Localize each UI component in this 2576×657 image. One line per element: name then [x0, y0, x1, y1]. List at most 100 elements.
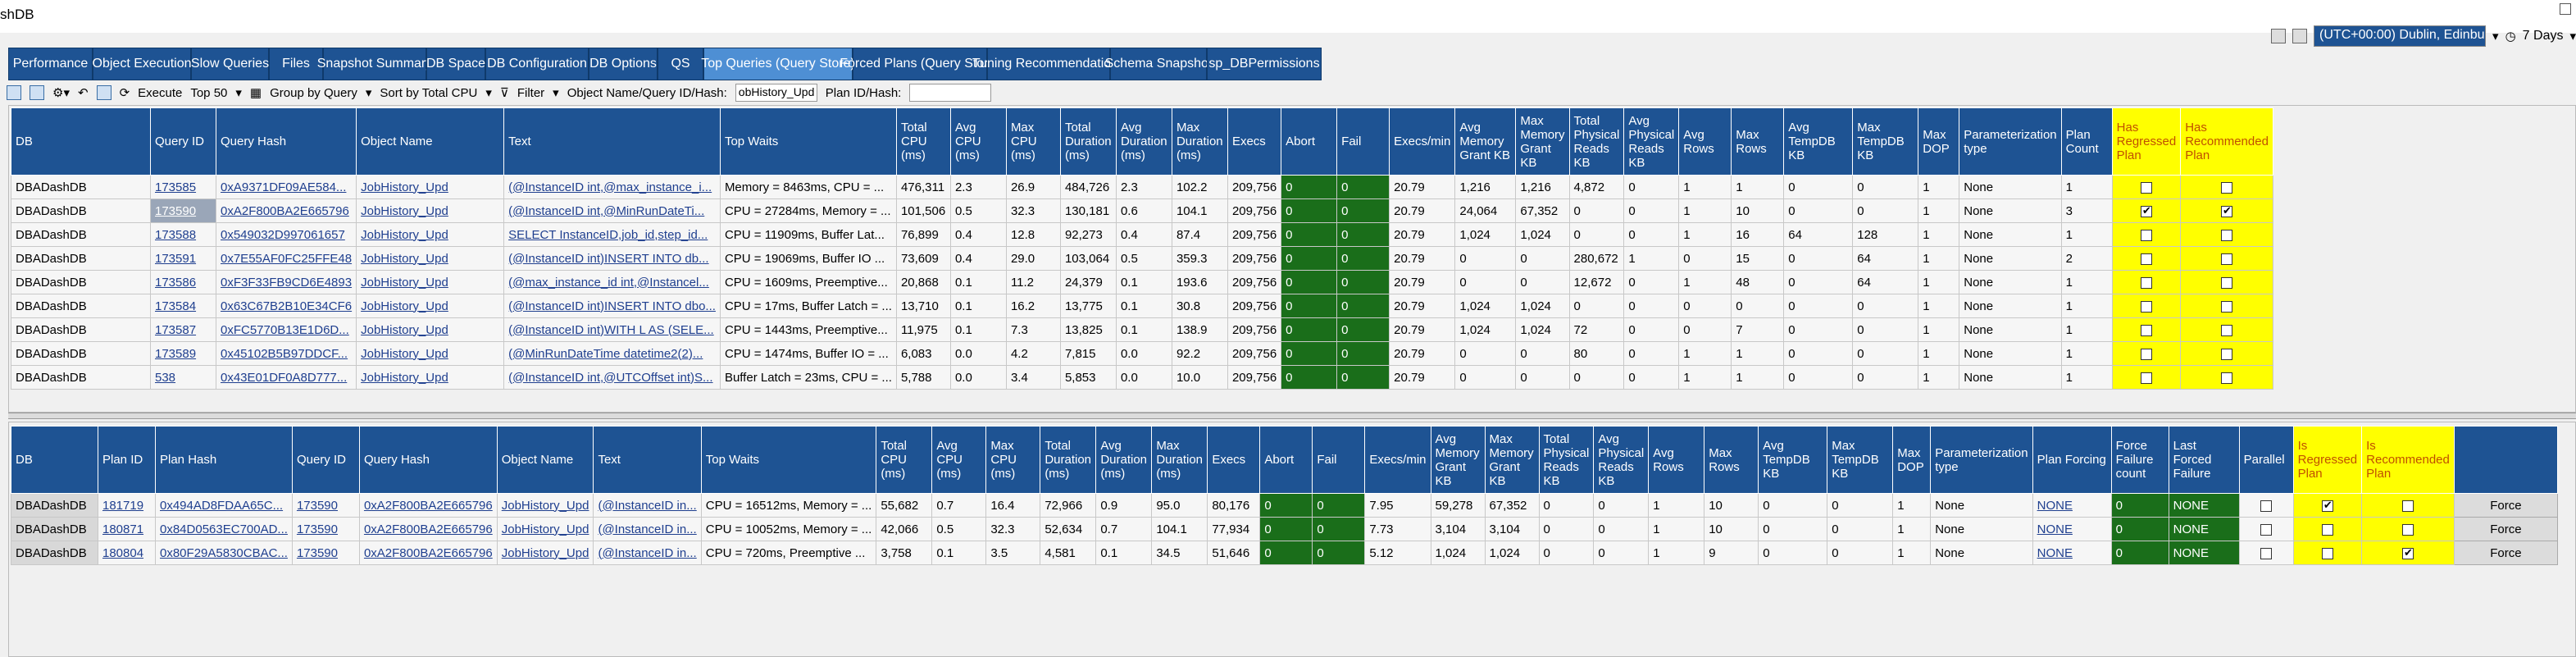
col-header-last-forced-failure[interactable]: Last Forced Failure: [2168, 426, 2240, 494]
window-icon[interactable]: [2271, 29, 2287, 43]
has-regressed-plan-checkbox[interactable]: [2111, 317, 2182, 342]
cell-object-name[interactable]: JobHistory_Upd: [356, 246, 505, 271]
cell-plan-forcing[interactable]: NONE: [2032, 517, 2112, 541]
cell-query-hash[interactable]: 0x45102B5B97DDCF...: [215, 341, 357, 366]
chevron-down-icon[interactable]: ▾: [553, 86, 559, 100]
col-header-abort[interactable]: Abort: [1281, 107, 1338, 176]
table-row[interactable]: DBADashDB 180804 0x80F29A5830CBAC... 173590…: [11, 541, 2558, 565]
cell-object-name[interactable]: JobHistory_Upd: [356, 198, 505, 223]
cell-plan-hash[interactable]: 0x84D0563EC700AD...: [155, 517, 293, 541]
has-recommended-plan-checkbox[interactable]: [2180, 246, 2273, 271]
col-header-plan-hash[interactable]: Plan Hash: [155, 426, 293, 494]
col-header-has-regressed-plan[interactable]: Has Regressed Plan: [2111, 107, 2182, 176]
col-header-action[interactable]: [2453, 426, 2558, 494]
cell-plan-forcing[interactable]: NONE: [2032, 541, 2112, 565]
col-header-max-rows[interactable]: Max Rows: [1704, 426, 1759, 494]
tab-files[interactable]: Files: [269, 48, 323, 80]
columns-icon[interactable]: [96, 85, 112, 100]
object-filter-input[interactable]: obHistory_Upd: [735, 84, 817, 102]
cell-text[interactable]: (@InstanceID int,@MinRunDateTi...: [503, 198, 721, 223]
is-regressed-plan-checkbox[interactable]: [2292, 517, 2363, 541]
cell-query-hash[interactable]: 0x63C67B2B10E34CF6: [215, 294, 357, 318]
cell-plan-hash[interactable]: 0x80F29A5830CBAC...: [155, 541, 293, 565]
checkbox[interactable]: [2321, 499, 2333, 512]
col-header-avg-memory-grant-kb[interactable]: Avg Memory Grant KB: [1454, 107, 1517, 176]
checkbox[interactable]: [2221, 300, 2233, 313]
cell-plan-hash[interactable]: 0x494AD8FDAA65C...: [155, 493, 293, 518]
checkbox[interactable]: [2140, 348, 2152, 360]
cell-object-name[interactable]: JobHistory_Upd: [496, 493, 594, 518]
checkbox[interactable]: [2221, 181, 2233, 194]
force-plan-button[interactable]: Force: [2453, 493, 2558, 518]
cell-query-id[interactable]: 173585: [150, 175, 216, 199]
col-header-max-memory-grant-kb[interactable]: Max Memory Grant KB: [1515, 107, 1570, 176]
copy-icon[interactable]: [7, 85, 21, 100]
checkbox[interactable]: [2140, 372, 2152, 384]
group-by-dropdown[interactable]: Group by Query: [270, 85, 357, 100]
chevron-down-icon[interactable]: ▾: [485, 86, 492, 100]
cell-text[interactable]: (@InstanceID int)INSERT INTO db...: [503, 246, 721, 271]
col-header-avg-physical-reads-kb[interactable]: Avg Physical Reads KB: [1623, 107, 1680, 176]
col-header-db[interactable]: DB: [11, 107, 151, 176]
tab-forced-plans-query-store[interactable]: Forced Plans (Query Store): [840, 48, 1000, 80]
cell-query-id[interactable]: 173584: [150, 294, 216, 318]
checkbox[interactable]: [2221, 276, 2233, 289]
col-header-query-hash[interactable]: Query Hash: [215, 107, 357, 176]
is-recommended-plan-checkbox[interactable]: [2361, 541, 2455, 565]
col-header-max-tempdb-kb[interactable]: Max TempDB KB: [1852, 107, 1919, 176]
checkbox[interactable]: [2221, 204, 2233, 217]
cell-query-hash[interactable]: 0xA2F800BA2E665796: [358, 493, 498, 518]
col-header-max-memory-grant-kb[interactable]: Max Memory Grant KB: [1484, 426, 1540, 494]
has-regressed-plan-checkbox[interactable]: [2111, 365, 2182, 390]
has-recommended-plan-checkbox[interactable]: [2180, 317, 2273, 342]
col-header-avg-rows[interactable]: Avg Rows: [1678, 107, 1732, 176]
col-header-object-name[interactable]: Object Name: [496, 426, 594, 494]
cell-object-name[interactable]: JobHistory_Upd: [356, 222, 505, 247]
checkbox[interactable]: [2402, 500, 2414, 512]
col-header-fail[interactable]: Fail: [1312, 426, 1366, 494]
cell-query-hash[interactable]: 0x549032D997061657: [215, 222, 357, 247]
gear-icon[interactable]: ⚙▾: [52, 86, 70, 100]
col-header-query-id[interactable]: Query ID: [291, 426, 360, 494]
has-recommended-plan-checkbox[interactable]: [2180, 365, 2273, 390]
tab-object-execution[interactable]: Object Execution: [93, 48, 191, 80]
checkbox[interactable]: [2140, 276, 2152, 289]
excel-icon[interactable]: [30, 85, 44, 100]
panel-splitter[interactable]: [8, 413, 2576, 419]
col-header-query-id[interactable]: Query ID: [150, 107, 216, 176]
checkbox[interactable]: [2140, 324, 2152, 336]
tab-snapshot-summary[interactable]: Snapshot Summary: [317, 48, 432, 80]
cell-object-name[interactable]: JobHistory_Upd: [356, 341, 505, 366]
cell-query-id[interactable]: 173587: [150, 317, 216, 342]
col-header-execs-min[interactable]: Execs/min: [1389, 107, 1456, 176]
cell-plan-id[interactable]: 180804: [98, 541, 156, 565]
cell-query-id[interactable]: 173589: [150, 341, 216, 366]
cell-text[interactable]: (@InstanceID in...: [593, 493, 702, 518]
col-header-max-cpu-ms[interactable]: Max CPU (ms): [985, 426, 1041, 494]
col-header-top-waits[interactable]: Top Waits: [700, 426, 877, 494]
col-header-total-physical-reads-kb[interactable]: Total Physical Reads KB: [1538, 426, 1595, 494]
chevron-down-icon[interactable]: ▾: [2569, 30, 2576, 43]
top-dropdown[interactable]: Top 50: [190, 85, 228, 100]
cell-query-id[interactable]: 173590: [291, 517, 360, 541]
cell-object-name[interactable]: JobHistory_Upd: [356, 294, 505, 318]
cell-query-hash[interactable]: 0xA9371DF09AE584...: [215, 175, 357, 199]
col-header-parameterization-type[interactable]: Parameterization type: [1930, 426, 2033, 494]
col-header-fail[interactable]: Fail: [1336, 107, 1390, 176]
cell-text[interactable]: (@InstanceID int,@UTCOffset int)S...: [503, 365, 721, 390]
has-regressed-plan-checkbox[interactable]: [2111, 246, 2182, 271]
timezone-select[interactable]: (UTC+00:00) Dublin, Edinburg: [2314, 25, 2487, 47]
filter-dropdown[interactable]: Filter: [517, 85, 545, 100]
col-header-max-duration-ms[interactable]: Max Duration (ms): [1171, 107, 1228, 176]
has-regressed-plan-checkbox[interactable]: [2111, 222, 2182, 247]
tab-performance[interactable]: Performance: [8, 48, 93, 80]
cell-text[interactable]: (@max_instance_id int,@Instancel...: [503, 270, 721, 294]
has-recommended-plan-checkbox[interactable]: [2180, 294, 2273, 318]
cell-text[interactable]: (@InstanceID int)WITH L AS (SELE...: [503, 317, 721, 342]
force-plan-button[interactable]: Force: [2453, 541, 2558, 565]
is-recommended-plan-checkbox[interactable]: [2361, 517, 2455, 541]
col-header-abort[interactable]: Abort: [1259, 426, 1313, 494]
tab-sp-dbpermissions[interactable]: sp_DBPermissions: [1207, 48, 1322, 80]
has-regressed-plan-checkbox[interactable]: [2111, 175, 2182, 199]
col-header-query-hash[interactable]: Query Hash: [358, 426, 498, 494]
